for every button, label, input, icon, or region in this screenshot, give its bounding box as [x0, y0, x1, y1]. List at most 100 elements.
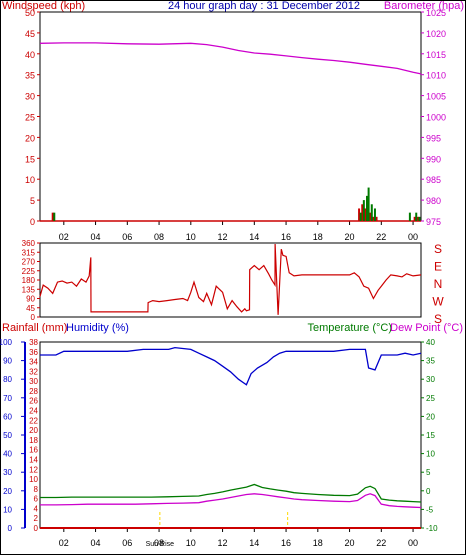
wind-x-tick-labels: 02 04 06 08 10 12 14 16 18 20 22 00	[59, 221, 418, 242]
temperature-tick-label: 15	[426, 431, 435, 440]
temperature-x-tick-label: 16	[281, 538, 291, 548]
barometer-tick-label: 980	[426, 196, 441, 206]
temperature-line	[40, 483, 422, 503]
windspeed-tick-label: 40	[25, 50, 35, 60]
humidity-tick-label: 0	[8, 524, 13, 533]
dewpoint-axis-title: Dew Point (°C)	[390, 322, 463, 334]
rainfall-tick-label: 26	[29, 397, 38, 406]
direction-series	[39, 243, 422, 315]
wind-x-tick-label: 16	[281, 232, 291, 242]
temperature-x-tick-label: 04	[91, 538, 101, 548]
dewpoint-line	[40, 493, 422, 509]
wind-x-tick-label: 06	[122, 232, 132, 242]
wind-barometer-series	[39, 42, 422, 222]
humidity-tick-label: 90	[3, 357, 12, 366]
barometer-tick-label: 1000	[426, 113, 446, 123]
temperature-humidity-series	[40, 346, 422, 529]
direction-tick-label: 225	[22, 267, 36, 276]
temperature-tick-labels: -10 -5 0 5 10 15 20 25 30 35 40	[421, 338, 438, 533]
windspeed-tick-label: 5	[30, 196, 35, 206]
barometer-tick-label: 975	[426, 217, 441, 227]
humidity-tick-label: 50	[3, 431, 12, 440]
temperature-tick-label: 10	[426, 450, 435, 459]
direction-tick-label: 135	[22, 285, 36, 294]
windspeed-tick-labels: 0 5 10 15 20 25 30 35 40 45 50	[25, 8, 40, 227]
humidity-tick-label: 20	[3, 487, 12, 496]
temperature-x-tick-labels: 02 04 06 08 10 12 14 16 18 20 22 00 Sun Rise	[59, 512, 418, 548]
temperature-x-tick-label: 00	[408, 538, 418, 548]
barometer-tick-label: 1025	[426, 8, 446, 18]
temperature-x-tick-label: 08	[154, 538, 164, 548]
humidity-tick-label: 30	[3, 468, 12, 477]
temperature-axis-title: Temperature (°C)	[308, 322, 392, 334]
windspeed-tick-label: 30	[25, 92, 35, 102]
rainfall-tick-label: 12	[29, 465, 38, 474]
wind-x-tick-label: 12	[218, 232, 228, 242]
rainfall-tick-label: 30	[29, 377, 38, 386]
wind-x-tick-label: 02	[59, 232, 69, 242]
rainfall-tick-label: 16	[29, 446, 38, 455]
compass-label: S	[434, 242, 442, 256]
rainfall-tick-label: 22	[29, 416, 38, 425]
compass-label: N	[434, 277, 443, 291]
direction-tick-label: 45	[26, 304, 35, 313]
wind-x-tick-label: 20	[345, 232, 355, 242]
windspeed-tick-label: 15	[25, 154, 35, 164]
direction-tick-label: 0	[31, 313, 36, 322]
barometer-tick-labels: 975 980 985 990 995 1000 1005 1010 1015 1020 1025	[421, 8, 446, 227]
windspeed-tick-label: 45	[25, 29, 35, 39]
windspeed-tick-label: 25	[25, 113, 35, 123]
compass-label: S	[434, 312, 442, 326]
windspeed-tick-label: 10	[25, 175, 35, 185]
temperature-x-tick-label: 06	[122, 538, 132, 548]
sunrise-label: Sun Rise	[146, 541, 175, 548]
wind-x-tick-label: 14	[249, 232, 259, 242]
temperature-x-tick-label: 18	[313, 538, 323, 548]
barometer-line	[39, 42, 422, 75]
wind-x-tick-label: 18	[313, 232, 323, 242]
direction-tick-label: 315	[22, 248, 36, 257]
wind-x-tick-label: 04	[91, 232, 101, 242]
barometer-tick-label: 985	[426, 175, 441, 185]
rainfall-tick-label: 28	[29, 387, 38, 396]
temperature-x-tick-label: 10	[186, 538, 196, 548]
rainfall-tick-label: 32	[29, 367, 38, 376]
rainfall-tick-label: 0	[34, 524, 39, 533]
rainfall-tick-label: 24	[29, 407, 38, 416]
direction-tick-label: 270	[22, 258, 36, 267]
barometer-tick-label: 1010	[426, 71, 446, 81]
rainfall-tick-label: 2	[34, 514, 39, 523]
temperature-tick-label: 5	[426, 468, 431, 477]
temperature-tick-label: 30	[426, 375, 435, 384]
wind-x-tick-label: 00	[408, 232, 418, 242]
humidity-tick-label: 60	[3, 412, 12, 421]
windspeed-tick-label: 35	[25, 71, 35, 81]
temperature-tick-label: -5	[426, 505, 434, 514]
humidity-tick-label: 100	[0, 338, 13, 347]
compass-label: E	[434, 260, 442, 274]
barometer-axis-title: Barometer (hpa)	[384, 0, 464, 12]
rainfall-tick-label: 36	[29, 348, 38, 357]
temperature-tick-label: 0	[426, 487, 431, 496]
rainfall-tick-label: 14	[29, 455, 38, 464]
humidity-tick-label: 70	[3, 394, 12, 403]
direction-tick-label: 360	[22, 239, 36, 248]
barometer-tick-label: 1020	[426, 29, 446, 39]
barometer-tick-label: 990	[426, 154, 441, 164]
temperature-x-tick-label: 22	[376, 538, 386, 548]
rainfall-tick-label: 20	[29, 426, 38, 435]
windspeed-tick-label: 20	[25, 133, 35, 143]
temperature-tick-label: 35	[426, 357, 435, 366]
compass-label: W	[432, 295, 444, 309]
rainfall-tick-label: 38	[29, 338, 38, 347]
temperature-tick-label: 25	[426, 394, 435, 403]
rainfall-tick-label: 6	[34, 495, 39, 504]
